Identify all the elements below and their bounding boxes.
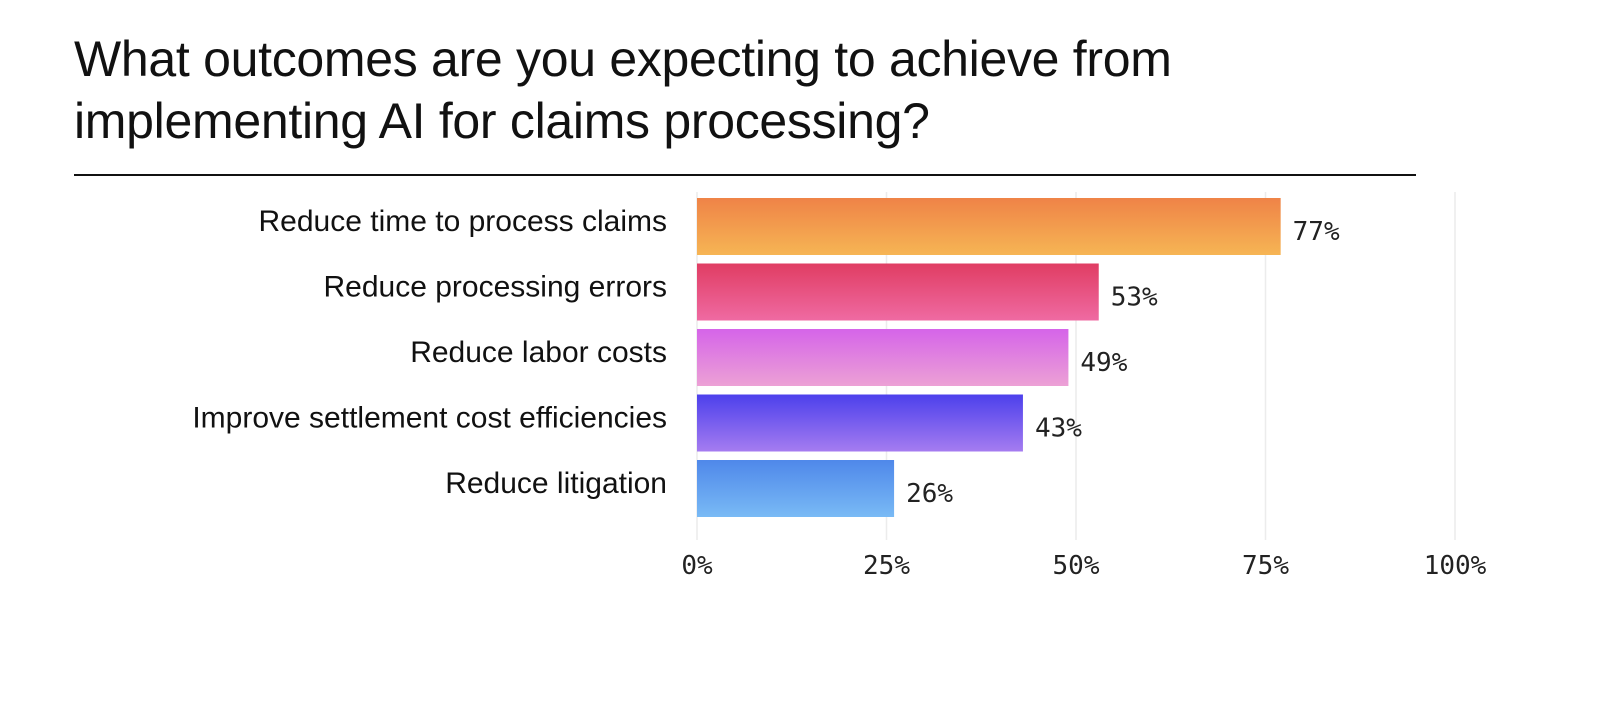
bars — [697, 198, 1281, 517]
x-axis-ticks: 0% 25% 50% 75% 100% — [681, 551, 1486, 581]
x-tick-label: 50% — [1053, 551, 1100, 581]
category-label: Improve settlement cost efficiencies — [192, 402, 667, 435]
value-label: 26% — [906, 479, 953, 509]
category-label: Reduce time to process claims — [259, 205, 668, 238]
value-label: 77% — [1293, 217, 1340, 247]
category-label: Reduce litigation — [445, 467, 667, 500]
category-label: Reduce processing errors — [324, 271, 668, 304]
bar — [697, 263, 1099, 321]
category-label: Reduce labor costs — [410, 336, 667, 369]
chart-title: What outcomes are you expecting to achie… — [74, 31, 1172, 149]
value-labels: 77% 53% 49% 43% 26% — [906, 217, 1340, 509]
bar — [697, 394, 1023, 452]
value-label: 53% — [1111, 283, 1158, 313]
x-tick-label: 25% — [863, 551, 910, 581]
category-labels: Reduce time to process claims Reduce proc… — [192, 205, 667, 500]
bar — [697, 198, 1281, 255]
x-tick-label: 75% — [1242, 551, 1289, 581]
value-label: 49% — [1080, 348, 1127, 378]
value-label: 43% — [1035, 414, 1082, 444]
x-tick-label: 0% — [681, 551, 713, 581]
bar — [697, 460, 895, 517]
x-tick-label: 100% — [1424, 551, 1487, 581]
title-divider — [74, 174, 1416, 176]
bar — [697, 329, 1069, 386]
